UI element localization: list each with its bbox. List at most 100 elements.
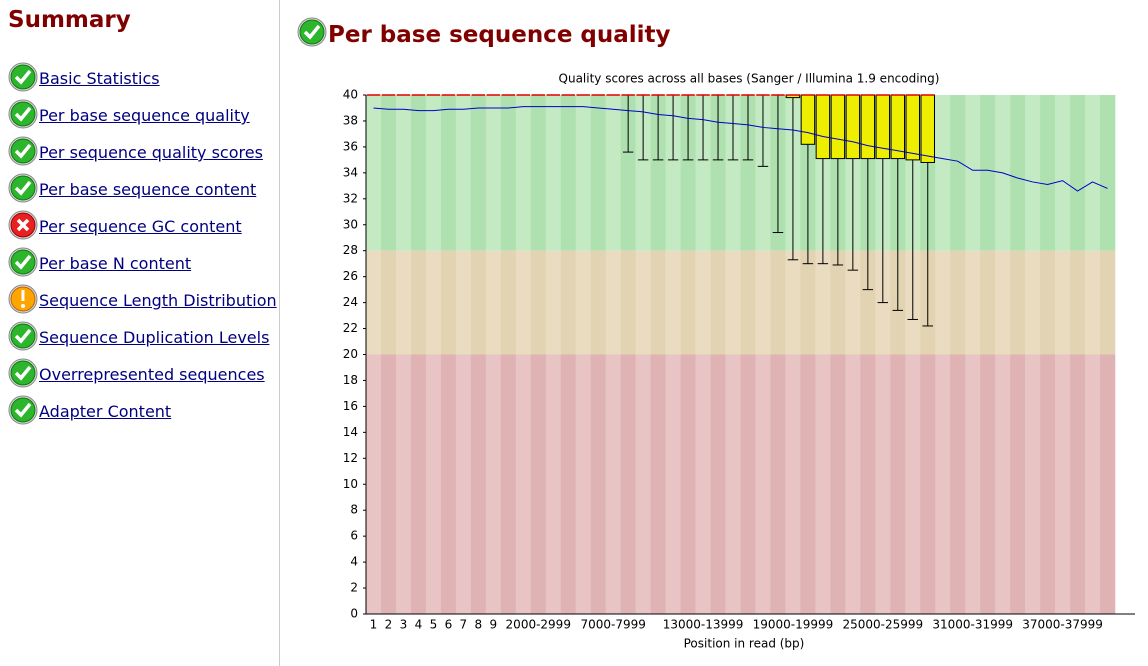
quality-band xyxy=(530,354,547,614)
quality-band xyxy=(965,354,981,614)
quality-band xyxy=(755,354,771,614)
quality-band xyxy=(650,354,666,614)
y-tick-label: 4 xyxy=(350,555,358,569)
summary-title: Summary xyxy=(8,7,131,33)
icon-check xyxy=(14,180,32,196)
module-title: Per base sequence quality xyxy=(328,22,671,48)
status-icon xyxy=(8,358,38,388)
y-tick-label: 16 xyxy=(343,399,358,413)
x-tick-label: 31000-31999 xyxy=(932,618,1013,632)
summary-item: Sequence Length Distribution xyxy=(8,284,278,314)
box xyxy=(815,94,831,160)
quality-band xyxy=(740,250,756,355)
summary-link[interactable]: Per base sequence quality xyxy=(39,106,250,125)
quality-band xyxy=(905,354,921,614)
status-icon xyxy=(8,136,38,166)
quality-band xyxy=(785,250,801,355)
quality-band xyxy=(366,250,382,355)
status-icon xyxy=(297,17,327,47)
summary-item: Overrepresented sequences xyxy=(8,358,278,388)
status-icon xyxy=(8,247,38,277)
quality-band xyxy=(470,250,487,355)
x-tick-label: 13000-13999 xyxy=(663,618,744,632)
quality-band xyxy=(395,354,412,614)
y-tick-label: 20 xyxy=(343,347,358,361)
quality-band xyxy=(1100,250,1116,355)
y-tick-label: 34 xyxy=(343,165,358,179)
quality-band xyxy=(440,354,457,614)
quality-band xyxy=(515,354,532,614)
y-tick-label: 2 xyxy=(350,581,358,595)
quality-band xyxy=(425,95,442,251)
quality-band xyxy=(590,354,606,614)
summary-link[interactable]: Sequence Length Distribution xyxy=(39,291,277,310)
quality-band xyxy=(500,95,517,251)
quality-band xyxy=(560,95,577,251)
quality-band xyxy=(560,354,577,614)
summary-item: Per sequence quality scores xyxy=(8,136,278,166)
quality-band xyxy=(485,354,502,614)
quality-band xyxy=(575,250,591,355)
icon-check xyxy=(14,69,32,85)
x-tick-label: 7 xyxy=(460,618,468,632)
quality-band xyxy=(575,95,591,251)
icon-bang xyxy=(21,290,25,301)
box xyxy=(845,94,861,160)
quality-band xyxy=(665,95,681,251)
quality-band xyxy=(1010,250,1026,355)
summary-item: Sequence Duplication Levels xyxy=(8,321,278,351)
quality-band xyxy=(800,354,816,614)
box xyxy=(920,94,935,163)
icon-cross xyxy=(16,218,30,232)
y-tick-label: 40 xyxy=(343,88,358,102)
quality-band xyxy=(815,250,831,355)
y-tick-label: 8 xyxy=(350,503,358,517)
quality-band xyxy=(665,250,681,355)
box xyxy=(860,94,876,160)
quality-band xyxy=(845,250,861,355)
quality-band xyxy=(515,95,532,251)
summary-item: Adapter Content xyxy=(8,395,278,425)
status-icon xyxy=(8,99,38,129)
y-tick-label: 12 xyxy=(343,451,358,465)
quality-band xyxy=(950,354,966,614)
quality-band xyxy=(515,250,532,355)
quality-band xyxy=(575,354,591,614)
summary-link[interactable]: Overrepresented sequences xyxy=(39,365,265,384)
quality-band xyxy=(785,354,801,614)
quality-band xyxy=(410,354,427,614)
summary-link[interactable]: Sequence Duplication Levels xyxy=(39,328,270,347)
quality-band xyxy=(1055,354,1071,614)
quality-band xyxy=(980,250,996,355)
box xyxy=(905,94,921,161)
quality-band xyxy=(425,354,442,614)
icon-check xyxy=(14,254,32,270)
summary-item: Per sequence GC content xyxy=(8,210,278,240)
quality-band xyxy=(920,354,936,614)
quality-band xyxy=(530,250,547,355)
quality-band xyxy=(995,354,1011,614)
summary-link[interactable]: Per base N content xyxy=(39,254,192,273)
quality-band xyxy=(440,250,457,355)
summary-link[interactable]: Adapter Content xyxy=(39,402,172,421)
quality-band xyxy=(590,250,606,355)
summary-link[interactable]: Basic Statistics xyxy=(39,69,160,88)
sidebar: Summary Basic Statistics Per base sequenc… xyxy=(0,0,280,666)
quality-band xyxy=(935,354,951,614)
quality-band xyxy=(1085,354,1101,614)
quality-band xyxy=(980,95,996,251)
quality-band xyxy=(680,354,696,614)
quality-band xyxy=(950,95,966,251)
summary-link[interactable]: Per sequence quality scores xyxy=(39,143,263,162)
quality-band xyxy=(1025,95,1041,251)
quality-band xyxy=(875,354,891,614)
summary-link[interactable]: Per sequence GC content xyxy=(39,217,242,236)
icon-check xyxy=(14,143,32,159)
quality-band xyxy=(395,250,412,355)
quality-band xyxy=(485,95,502,251)
quality-band xyxy=(1100,354,1116,614)
quality-band xyxy=(710,95,726,251)
summary-link[interactable]: Per base sequence content xyxy=(39,180,257,199)
quality-band xyxy=(620,354,636,614)
quality-band xyxy=(470,354,487,614)
